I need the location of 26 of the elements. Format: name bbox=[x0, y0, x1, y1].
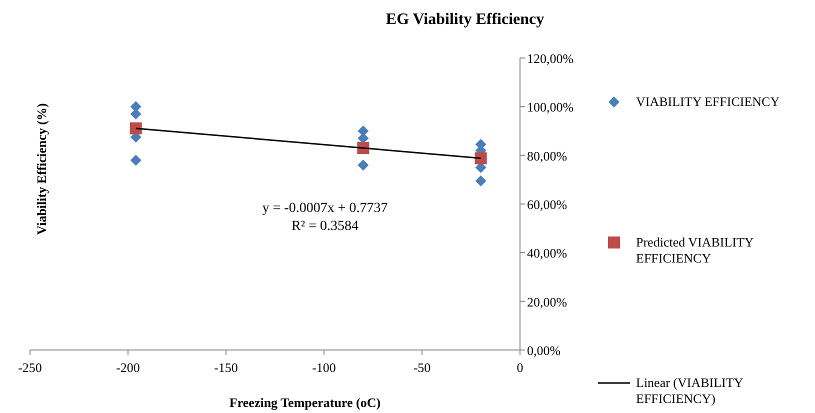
y-tick-label: 0,00% bbox=[527, 343, 561, 358]
point bbox=[130, 122, 142, 134]
point bbox=[475, 175, 486, 186]
x-tick-label: 0 bbox=[516, 360, 524, 375]
y-tick-label: 100,00% bbox=[527, 100, 574, 115]
y-tick-label: 20,00% bbox=[527, 294, 568, 310]
legend-label: Linear (VIABILITY EFFICIENCY) bbox=[636, 375, 744, 406]
y-tick-label: 120,00% bbox=[527, 51, 574, 66]
x-tick-label: -150 bbox=[214, 360, 238, 375]
point bbox=[474, 152, 487, 164]
x-axis-title: Freezing Temperature (oC) bbox=[229, 395, 381, 410]
y-tick-label: 60,00% bbox=[527, 197, 568, 212]
point bbox=[130, 154, 142, 166]
y-tick-label: 40,00% bbox=[527, 246, 568, 261]
x-tick-label: -250 bbox=[18, 360, 42, 375]
y-tick-label: 80,00% bbox=[527, 148, 568, 164]
annotation: R² = 0.3584 bbox=[292, 219, 358, 234]
legend-label: VIABILITY EFFICIENCY bbox=[636, 94, 780, 109]
x-tick-label: -50 bbox=[413, 360, 431, 375]
chart-title: EG Viability Efficiency bbox=[386, 11, 544, 28]
point bbox=[358, 160, 369, 171]
annotation: y = -0.0007x + 0.7737 bbox=[262, 201, 388, 216]
x-tick-label: -200 bbox=[116, 360, 140, 375]
y-axis-title: Viability Efficiency (%) bbox=[34, 103, 49, 235]
legend-label: Predicted VIABILITY EFFICIENCY bbox=[636, 234, 754, 266]
x-tick-label: -100 bbox=[312, 360, 336, 375]
